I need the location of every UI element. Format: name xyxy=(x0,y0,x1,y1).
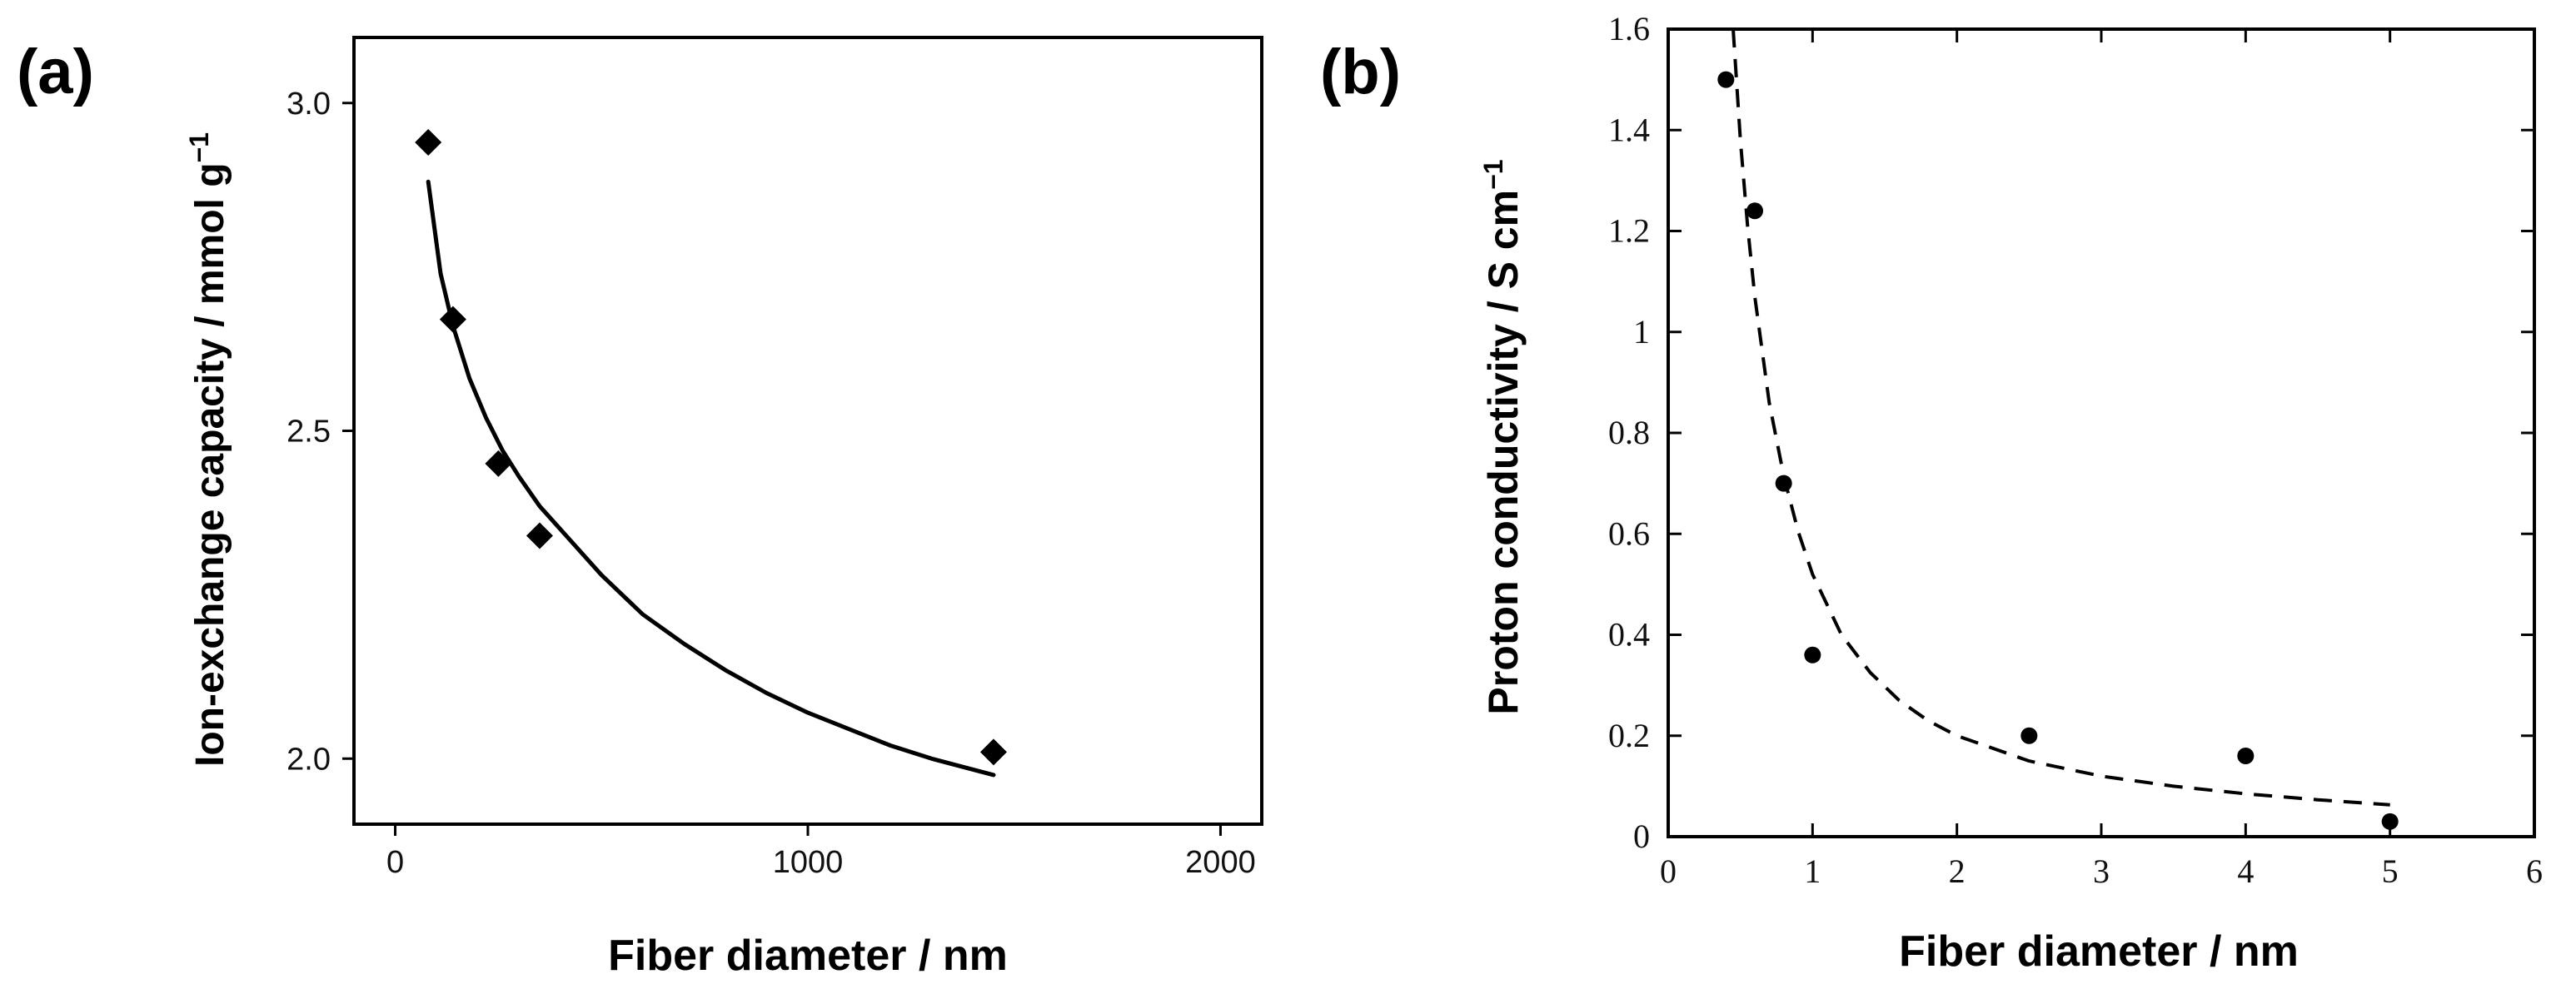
data-point xyxy=(1746,202,1763,220)
x-tick-label: 1 xyxy=(1804,852,1821,890)
y-tick-label: 0 xyxy=(1633,818,1650,855)
panel-a-y-axis-label-main: Ion-exchange capacity / mmol g xyxy=(188,162,232,767)
data-point xyxy=(1717,71,1735,88)
panel-b-y-axis-label: Proton conductivity / S cm−1 xyxy=(1478,159,1527,714)
panel-b-fit-curve xyxy=(1731,29,2390,807)
data-point xyxy=(2381,813,2399,830)
panel-b-y-axis-label-exponent: −1 xyxy=(1478,159,1508,189)
data-point xyxy=(485,450,512,477)
data-point xyxy=(2020,727,2038,744)
panel-a-x-axis-label: Fiber diameter / nm xyxy=(608,932,1008,980)
panel-a-fit-curve xyxy=(426,179,996,778)
y-tick-label: 1.6 xyxy=(1608,10,1650,47)
y-tick-label: 0.6 xyxy=(1608,514,1650,552)
panel-a-y-axis-label: Ion-exchange capacity / mmol g−1 xyxy=(184,132,232,767)
y-tick-label: 1.2 xyxy=(1608,212,1650,250)
y-tick-label: 0.2 xyxy=(1608,717,1650,754)
x-tick-label: 2 xyxy=(1949,852,1966,890)
panel-a-plot-frame xyxy=(352,36,1263,826)
y-tick-label: 0.8 xyxy=(1608,414,1650,451)
panel-a-y-axis-label-exponent: −1 xyxy=(184,132,214,162)
fit-curve-line xyxy=(1731,29,2390,807)
panel-b-plot-frame xyxy=(1667,27,2536,838)
panel-a: (a) 0 1000 2000 2.0 2.5 3.0 Fiber diameter / … xyxy=(17,36,1263,980)
data-point xyxy=(2237,748,2255,764)
panel-b-ticks: 0 1 2 3 4 5 6 0 0.2 0.4 0.6 0.8 1 1.2 1.4 1.6 xyxy=(1608,10,2543,890)
y-tick-label: 2.0 xyxy=(286,742,331,777)
panel-b-y-axis-label-main: Proton conductivity / S cm xyxy=(1480,190,1527,715)
panel-a-label: (a) xyxy=(17,37,94,107)
panel-b-data-points xyxy=(1717,71,2399,830)
y-tick-label: 3.0 xyxy=(286,87,331,122)
y-tick-label: 2.5 xyxy=(286,415,331,450)
data-point xyxy=(1775,475,1792,492)
panel-a-data-points xyxy=(415,129,1007,766)
x-tick-label: 6 xyxy=(2526,852,2543,890)
x-tick-label: 0 xyxy=(386,845,404,880)
panel-b-label: (b) xyxy=(1320,37,1401,107)
panel-b-x-axis-label: Fiber diameter / nm xyxy=(1899,927,2299,976)
data-point xyxy=(1804,646,1821,663)
y-tick-label: 0.4 xyxy=(1608,616,1650,654)
y-tick-label: 1.4 xyxy=(1608,111,1650,148)
data-point xyxy=(439,306,466,333)
x-tick-label: 3 xyxy=(2093,852,2110,890)
data-point xyxy=(979,738,1007,766)
data-point xyxy=(526,522,553,549)
x-tick-label: 4 xyxy=(2237,852,2254,890)
x-tick-label: 5 xyxy=(2382,852,2399,890)
fit-curve-line xyxy=(426,179,996,778)
panel-a-ticks: 0 1000 2000 2.0 2.5 3.0 xyxy=(286,87,1256,880)
x-tick-label: 2000 xyxy=(1185,845,1256,880)
x-tick-label: 1000 xyxy=(773,845,844,880)
x-tick-label: 0 xyxy=(1660,852,1677,890)
panel-b: (b) 0 1 2 3 4 5 6 0 0.2 0.4 0.6 0.8 1 1.2 1.4 1.6 Fiber… xyxy=(1320,10,2543,976)
data-point xyxy=(415,129,442,156)
y-tick-label: 1 xyxy=(1633,313,1650,350)
